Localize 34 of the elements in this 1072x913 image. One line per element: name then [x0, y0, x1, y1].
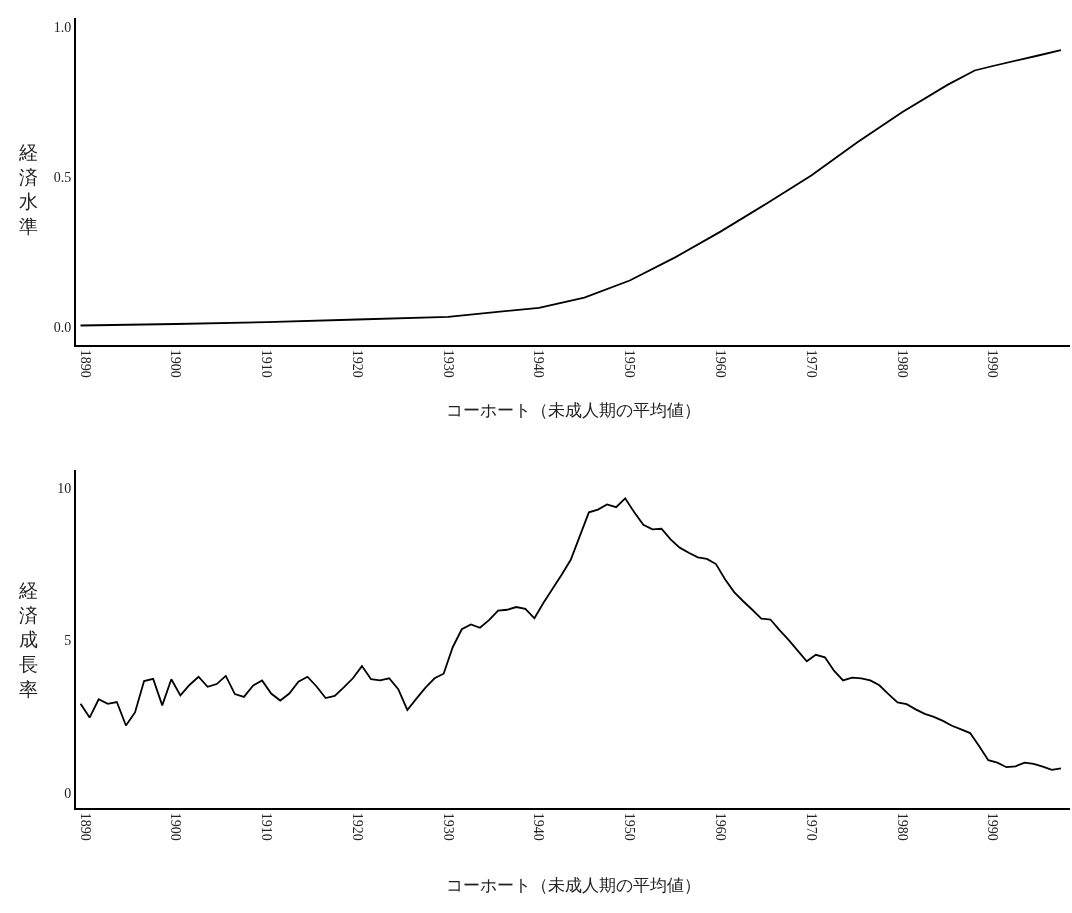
x-tick-label: 1990 [985, 812, 1001, 841]
x-tick-label: 1930 [440, 349, 456, 378]
x-axis-title: コーホート（未成人期の平均値） [446, 401, 701, 420]
y-tick-label: 0 [64, 785, 72, 801]
x-tick-label: 1890 [77, 812, 93, 841]
x-tick-label: 1960 [712, 812, 728, 841]
y-tick-label: 5 [64, 633, 72, 649]
x-tick-label: 1980 [894, 349, 910, 378]
x-tick-label: 1930 [440, 812, 456, 841]
x-tick-label: 1910 [259, 812, 275, 841]
x-axis-title: コーホート（未成人期の平均値） [446, 876, 701, 895]
line-series [79, 49, 1062, 327]
x-tick-label: 1900 [168, 812, 184, 841]
y-tick-label: 10 [57, 481, 72, 497]
x-tick-label: 1970 [803, 349, 819, 378]
x-tick-label: 1970 [803, 812, 819, 841]
y-axis-title: 経済成長率 [18, 580, 38, 700]
y-tick-label: 1.0 [53, 19, 72, 35]
x-tick-label: 1960 [712, 349, 728, 378]
x-tick-label: 1910 [259, 349, 275, 378]
x-tick-label: 1950 [622, 812, 638, 841]
x-tick-label: 1900 [168, 349, 184, 378]
x-tick-label: 1990 [985, 349, 1001, 378]
x-tick-label: 1940 [531, 349, 547, 378]
x-tick-label: 1920 [349, 349, 365, 378]
x-tick-label: 1940 [531, 812, 547, 841]
y-tick-label: 0.0 [53, 319, 72, 335]
x-tick-label: 1890 [77, 349, 93, 378]
x-tick-label: 1920 [349, 812, 365, 841]
x-tick-label: 1950 [622, 349, 638, 378]
y-tick-label: 0.5 [53, 169, 72, 185]
y-axis-title: 経済水準 [18, 142, 38, 238]
x-tick-label: 1980 [894, 812, 910, 841]
line-series [79, 497, 1062, 771]
